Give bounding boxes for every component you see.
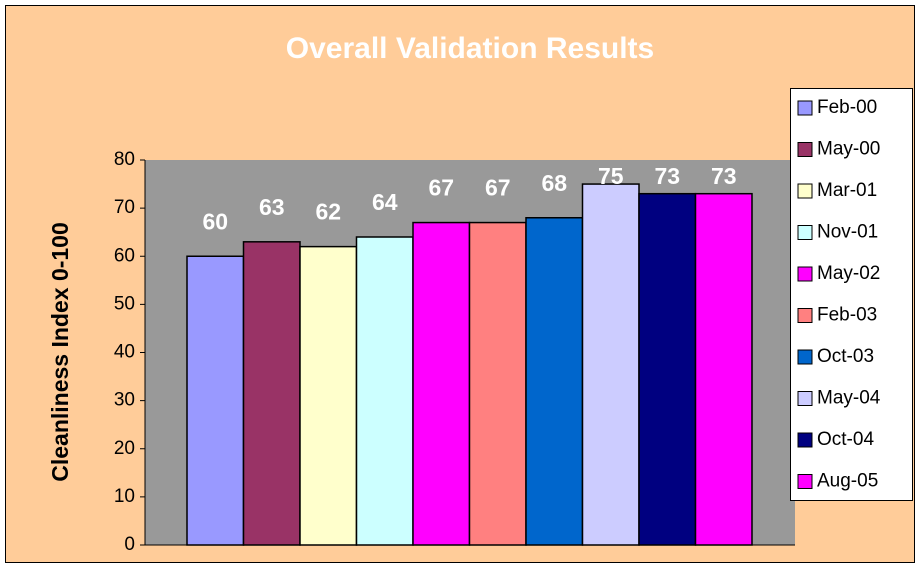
legend-swatch: [797, 225, 813, 240]
legend-label: May-02: [817, 263, 880, 284]
bar: [638, 192, 697, 546]
legend-swatch: [797, 391, 813, 406]
legend-swatch: [797, 142, 813, 157]
y-tick-label: 80: [114, 149, 135, 170]
y-tick-label: 30: [114, 390, 135, 411]
legend-label: Oct-04: [817, 429, 874, 450]
y-tick-label: 0: [124, 534, 135, 555]
bar: [525, 217, 584, 546]
bar: [355, 236, 414, 546]
data-label: 73: [711, 163, 737, 189]
legend-label: Oct-03: [817, 346, 874, 367]
y-tick-label: 70: [114, 197, 135, 218]
bar: [581, 183, 640, 546]
y-axis-label: Cleanliness Index 0-100: [47, 222, 73, 482]
data-label: 67: [485, 175, 511, 201]
legend-swatch: [797, 308, 813, 323]
data-label: 68: [541, 170, 567, 196]
data-label: 60: [202, 208, 228, 234]
bar: [694, 192, 753, 546]
y-tick-label: 10: [114, 486, 135, 507]
legend-label: Feb-03: [817, 305, 877, 326]
data-label: 62: [315, 199, 341, 225]
bar: [242, 241, 301, 546]
legend-label: May-00: [817, 139, 880, 160]
bar: [468, 221, 527, 546]
data-label: 63: [259, 194, 285, 220]
legend: [790, 88, 913, 501]
legend-swatch: [797, 100, 813, 116]
chart-title: Overall Validation Results: [286, 32, 654, 65]
y-tick-label: 20: [114, 438, 135, 459]
legend-label: Nov-01: [817, 222, 878, 243]
legend-swatch: [797, 432, 813, 448]
legend-swatch: [797, 183, 813, 199]
legend-label: Mar-01: [817, 180, 877, 201]
y-tick-label: 50: [114, 293, 135, 314]
y-tick-label: 40: [114, 342, 135, 363]
legend-swatch: [797, 474, 813, 489]
bar: [299, 245, 358, 546]
legend-label: Feb-00: [817, 97, 877, 118]
data-label: 64: [372, 189, 398, 215]
bar: [186, 255, 245, 546]
data-label: 73: [654, 163, 680, 189]
legend-label: Aug-05: [817, 471, 878, 492]
legend-swatch: [797, 266, 813, 282]
data-label: 75: [598, 163, 624, 189]
data-label: 67: [428, 175, 454, 201]
legend-label: May-04: [817, 388, 881, 409]
bar: [412, 221, 471, 546]
y-tick-label: 60: [114, 245, 135, 266]
legend-swatch: [797, 349, 813, 365]
